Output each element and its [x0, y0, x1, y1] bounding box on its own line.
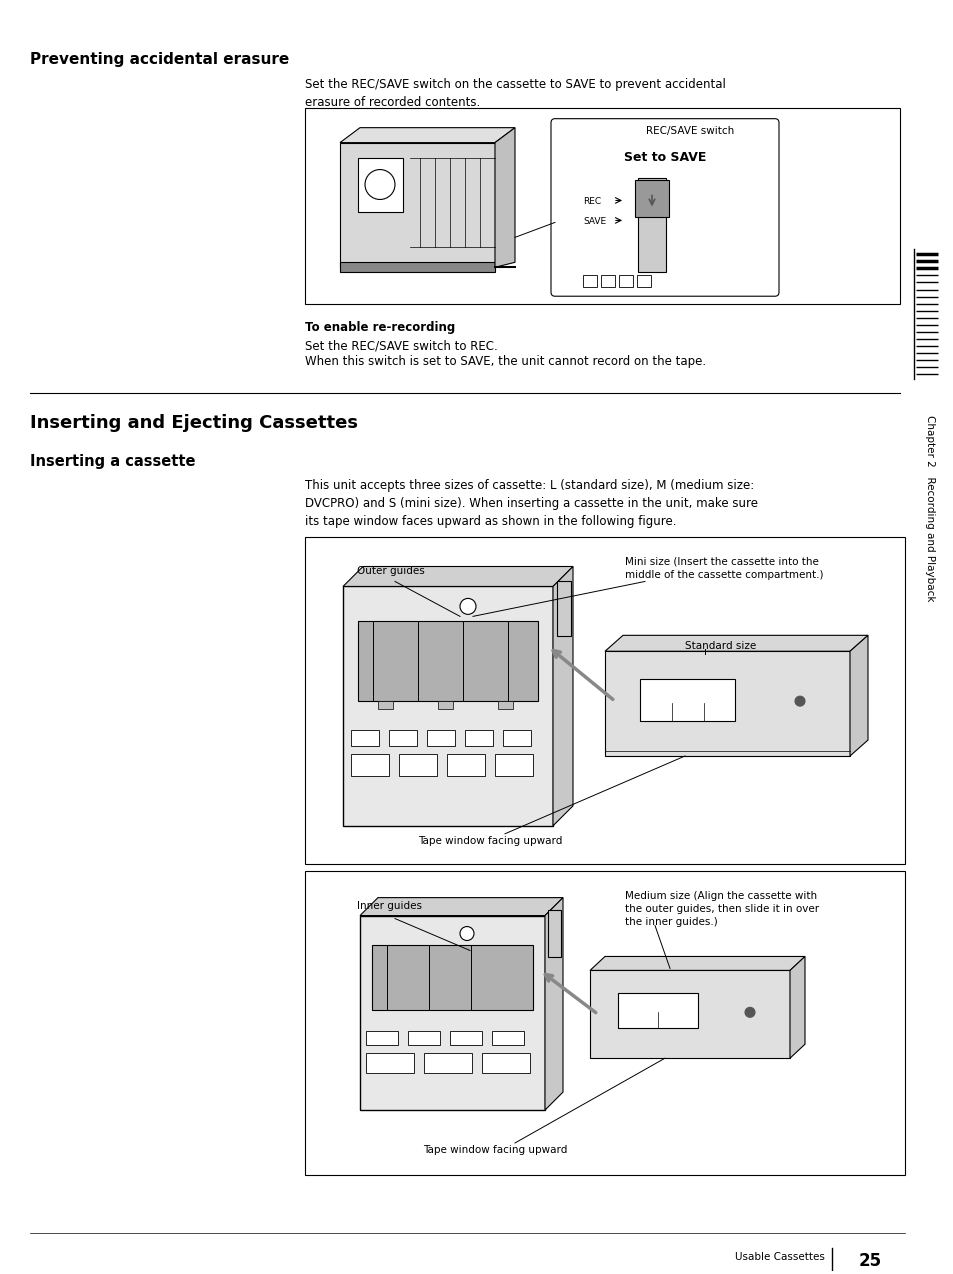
Bar [637, 275, 650, 287]
Bar [377, 701, 393, 710]
Circle shape [365, 169, 395, 200]
Text: Tape window facing upward: Tape window facing upward [422, 1145, 567, 1156]
Text: REC/SAVE switch: REC/SAVE switch [645, 126, 734, 135]
Bar [589, 971, 789, 1059]
Text: Inner guides: Inner guides [356, 901, 421, 911]
Bar [423, 1054, 472, 1073]
Bar [372, 945, 533, 1010]
Bar [495, 754, 533, 776]
Text: Medium size (Align the cassette with
the outer guides, then slide it in over
the: Medium size (Align the cassette with the… [624, 891, 819, 927]
Bar [600, 275, 615, 287]
Text: Usable Cassettes: Usable Cassettes [735, 1251, 824, 1261]
Bar [366, 1031, 397, 1045]
Bar [351, 754, 389, 776]
Bar [447, 754, 484, 776]
Bar [557, 581, 571, 636]
Bar [305, 108, 899, 304]
Text: Standard size: Standard size [684, 641, 756, 651]
Bar [305, 870, 904, 1175]
Bar [366, 1054, 414, 1073]
Circle shape [794, 696, 804, 706]
Bar [359, 916, 544, 1110]
Text: Set the REC/SAVE switch on the cassette to SAVE to prevent accidental
erasure of: Set the REC/SAVE switch on the cassette … [305, 78, 725, 108]
Polygon shape [339, 143, 495, 268]
Bar [604, 651, 849, 755]
Bar [389, 730, 416, 747]
Polygon shape [495, 127, 515, 268]
Bar [481, 1054, 530, 1073]
Bar [427, 730, 455, 747]
Text: 25: 25 [858, 1251, 881, 1270]
Circle shape [744, 1008, 754, 1018]
Text: Mini size (Insert the cassette into the
middle of the cassette compartment.): Mini size (Insert the cassette into the … [624, 557, 822, 580]
Polygon shape [343, 567, 573, 586]
Text: This unit accepts three sizes of cassette: L (standard size), M (medium size:
DV: This unit accepts three sizes of cassett… [305, 479, 758, 527]
Bar [618, 994, 698, 1028]
Polygon shape [339, 127, 515, 143]
Bar [357, 622, 537, 701]
Bar [339, 262, 495, 273]
Polygon shape [544, 898, 562, 1110]
Bar [638, 177, 665, 273]
Text: Chapter 2   Recording and Playback: Chapter 2 Recording and Playback [924, 415, 934, 601]
Text: Inserting and Ejecting Cassettes: Inserting and Ejecting Cassettes [30, 414, 357, 432]
Text: When this switch is set to SAVE, the unit cannot record on the tape.: When this switch is set to SAVE, the uni… [305, 355, 705, 368]
Polygon shape [589, 957, 804, 971]
Text: Inserting a cassette: Inserting a cassette [30, 454, 195, 469]
Bar [497, 701, 513, 710]
Bar [582, 275, 597, 287]
Bar [547, 910, 560, 958]
Bar [305, 536, 904, 864]
Bar [351, 730, 378, 747]
Bar [635, 180, 668, 218]
Bar [618, 275, 633, 287]
Bar [450, 1031, 481, 1045]
Polygon shape [553, 567, 573, 826]
Bar [343, 586, 553, 826]
Text: To enable re-recording: To enable re-recording [305, 321, 455, 334]
Circle shape [459, 599, 476, 614]
Text: Outer guides: Outer guides [356, 567, 424, 577]
Polygon shape [849, 636, 867, 755]
Polygon shape [604, 636, 867, 651]
Bar [357, 158, 402, 213]
Bar [437, 701, 453, 710]
Bar [464, 730, 493, 747]
Text: REC: REC [582, 197, 600, 206]
Text: Set the REC/SAVE switch to REC.: Set the REC/SAVE switch to REC. [305, 339, 497, 352]
Bar [408, 1031, 439, 1045]
Bar [502, 730, 531, 747]
Bar [398, 754, 436, 776]
Bar [492, 1031, 523, 1045]
Text: Preventing accidental erasure: Preventing accidental erasure [30, 52, 289, 66]
Text: SAVE: SAVE [582, 218, 605, 227]
Circle shape [459, 926, 474, 940]
Bar [639, 679, 734, 721]
FancyBboxPatch shape [551, 118, 779, 297]
Polygon shape [789, 957, 804, 1059]
Text: Tape window facing upward: Tape window facing upward [417, 836, 561, 846]
Polygon shape [359, 898, 562, 916]
Text: Set to SAVE: Set to SAVE [623, 150, 705, 163]
